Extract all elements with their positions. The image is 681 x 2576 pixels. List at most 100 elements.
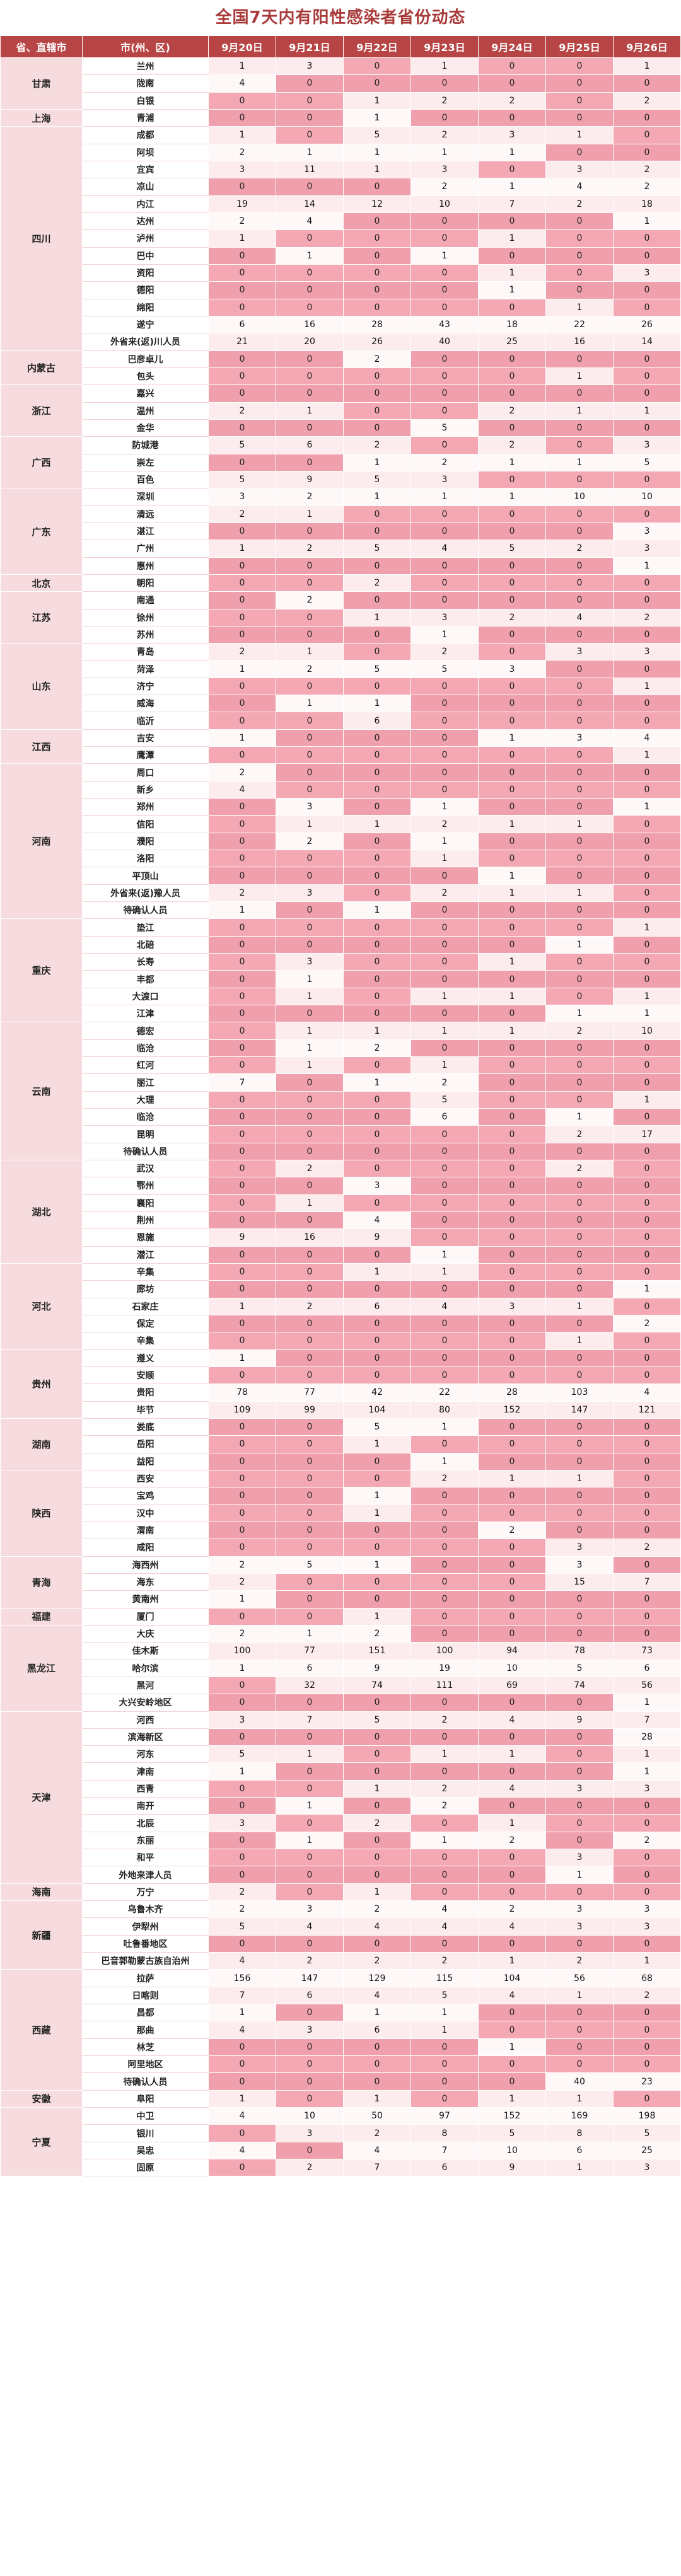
count-cell: 0	[545, 1073, 614, 1092]
count-cell: 0	[545, 1194, 614, 1212]
count-cell: 0	[208, 1194, 276, 1212]
table-row: 湖南 娄底 0 0 5 1 0 0 0	[0, 1418, 681, 1470]
count-cell: 0	[545, 1694, 614, 1712]
header-province: 省、直辖市	[0, 35, 83, 58]
count-cell: 0	[478, 1090, 546, 1109]
count-cell: 0	[613, 1349, 681, 1367]
count-cell: 0	[478, 1694, 546, 1712]
table-body: 甘肃 兰州 1 3 0 1 0 0 1 陇南 4 0 0 0 0 0 0 白银 0 0 1 2 2 0 2 上海 青浦 0 0 1 0 0 0 0…	[0, 57, 681, 2177]
table-row: 浙江 嘉兴 0 0 0 0 0 0 0	[0, 384, 681, 437]
count-cell: 0	[343, 1728, 411, 1747]
count-cell: 2	[208, 884, 276, 903]
table-row: 大渡口 0 1 0 1 1 0 1	[1, 987, 681, 1006]
count-cell: 0	[276, 850, 344, 868]
count-cell: 0	[343, 918, 411, 937]
city-cell: 乌鲁木齐	[82, 1900, 209, 1919]
count-cell: 0	[276, 1366, 344, 1385]
count-cell: 0	[410, 1883, 479, 1902]
count-cell: 0	[276, 1814, 344, 1832]
city-cell: 益阳	[82, 1452, 209, 1470]
count-cell: 12	[343, 195, 411, 213]
table-row: 鄂州 0 0 3 0 0 0 0	[1, 1177, 681, 1195]
count-cell: 0	[410, 1624, 479, 1643]
count-cell: 1	[276, 1056, 344, 1075]
count-cell: 2	[613, 160, 681, 179]
count-cell: 104	[478, 1969, 546, 1987]
count-cell: 0	[276, 74, 344, 93]
table-row: 大理 0 0 0 5 0 0 1	[1, 1090, 681, 1109]
count-cell: 0	[613, 1590, 681, 1609]
count-cell: 0	[545, 350, 614, 368]
count-cell: 1	[343, 488, 411, 506]
count-cell: 0	[478, 1418, 546, 1436]
count-cell: 0	[410, 384, 479, 403]
city-cell: 菏泽	[82, 660, 209, 678]
count-cell: 0	[208, 1142, 276, 1161]
count-cell: 0	[478, 1159, 546, 1178]
count-cell: 0	[478, 643, 546, 661]
city-cell: 宝鸡	[82, 1487, 209, 1505]
count-cell: 0	[410, 1332, 479, 1350]
table-row: 汉中 0 0 1 0 0 0 0	[1, 1504, 681, 1522]
count-cell: 1	[208, 2004, 276, 2022]
city-cell: 那曲	[82, 2021, 209, 2039]
table-row: 平顶山 0 0 0 0 1 0 0	[1, 867, 681, 885]
count-cell: 1	[343, 695, 411, 713]
table-row: 绵阳 0 0 0 0 0 1 0	[1, 298, 681, 316]
count-cell: 0	[343, 1194, 411, 1212]
province-cell: 内蒙古	[0, 350, 83, 386]
count-cell: 0	[410, 1762, 479, 1781]
count-cell: 0	[613, 901, 681, 920]
count-cell: 0	[276, 1125, 344, 1143]
count-cell: 0	[343, 1349, 411, 1367]
count-cell: 2	[613, 1539, 681, 1557]
count-cell: 0	[613, 126, 681, 144]
count-cell: 1	[410, 488, 479, 506]
count-cell: 2	[545, 1952, 614, 1970]
count-cell: 0	[545, 1056, 614, 1075]
count-cell: 0	[613, 2021, 681, 2039]
province-cell: 云南	[0, 1022, 83, 1160]
count-cell: 0	[545, 143, 614, 161]
count-cell: 0	[478, 1125, 546, 1143]
count-cell: 2	[276, 591, 344, 609]
count-cell: 0	[276, 229, 344, 248]
count-cell: 3	[343, 1177, 411, 1195]
count-cell: 0	[276, 780, 344, 799]
count-cell: 1	[545, 1332, 614, 1350]
count-cell: 1	[613, 557, 681, 575]
count-cell: 1	[410, 1745, 479, 1764]
city-cell: 阿坝	[82, 143, 209, 161]
count-cell: 2	[410, 453, 479, 471]
city-cell: 廊坊	[82, 1280, 209, 1298]
count-cell: 2	[276, 660, 344, 678]
count-cell: 50	[343, 2107, 411, 2125]
table-row: 待确认人员 0 0 0 0 0 40 23	[1, 2072, 681, 2091]
count-cell: 3	[410, 160, 479, 179]
count-cell: 0	[545, 212, 614, 231]
count-cell: 2	[276, 1952, 344, 1970]
count-cell: 0	[343, 1314, 411, 1333]
city-cell: 深圳	[82, 488, 209, 506]
table-row: 惠州 0 0 0 0 0 0 1	[1, 557, 681, 575]
count-cell: 0	[545, 2038, 614, 2057]
table-row: 东丽 0 1 0 1 2 0 2	[1, 1831, 681, 1850]
table-row: 昌都 1 0 1 1 0 0 0	[1, 2004, 681, 2022]
count-cell: 0	[410, 1590, 479, 1609]
table-row: 吐鲁番地区 0 0 0 0 0 0 0	[1, 1934, 681, 1953]
count-cell: 0	[545, 591, 614, 609]
count-cell: 0	[276, 1779, 344, 1798]
count-cell: 10	[410, 195, 479, 213]
header-date: 9月23日	[410, 35, 479, 58]
city-cell: 万宁	[82, 1883, 209, 1902]
count-cell: 0	[478, 1556, 546, 1574]
count-cell: 0	[276, 763, 344, 782]
count-cell: 0	[208, 1125, 276, 1143]
count-cell: 6	[613, 1659, 681, 1677]
count-cell: 0	[478, 350, 546, 368]
count-cell: 0	[343, 953, 411, 971]
city-cell: 襄阳	[82, 1194, 209, 1212]
count-cell: 0	[478, 901, 546, 920]
count-cell: 4	[208, 2141, 276, 2160]
table-row: 西青 0 0 1 2 4 3 3	[1, 1779, 681, 1798]
